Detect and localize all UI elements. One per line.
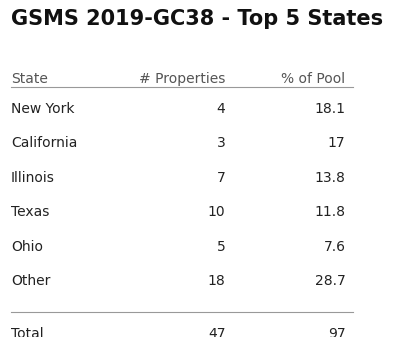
Text: 28.7: 28.7 bbox=[315, 274, 345, 288]
Text: 10: 10 bbox=[208, 205, 226, 219]
Text: 18: 18 bbox=[207, 274, 226, 288]
Text: % of Pool: % of Pool bbox=[281, 72, 345, 86]
Text: 3: 3 bbox=[217, 136, 226, 150]
Text: 18.1: 18.1 bbox=[315, 102, 345, 116]
Text: Other: Other bbox=[11, 274, 50, 288]
Text: Illinois: Illinois bbox=[11, 171, 55, 185]
Text: California: California bbox=[11, 136, 77, 150]
Text: 11.8: 11.8 bbox=[315, 205, 345, 219]
Text: # Properties: # Properties bbox=[139, 72, 226, 86]
Text: Ohio: Ohio bbox=[11, 240, 43, 254]
Text: 97: 97 bbox=[328, 327, 345, 337]
Text: 4: 4 bbox=[217, 102, 226, 116]
Text: Total: Total bbox=[11, 327, 44, 337]
Text: 7: 7 bbox=[217, 171, 226, 185]
Text: 13.8: 13.8 bbox=[315, 171, 345, 185]
Text: State: State bbox=[11, 72, 48, 86]
Text: GSMS 2019-GC38 - Top 5 States: GSMS 2019-GC38 - Top 5 States bbox=[11, 9, 383, 29]
Text: 5: 5 bbox=[217, 240, 226, 254]
Text: 7.6: 7.6 bbox=[323, 240, 345, 254]
Text: Texas: Texas bbox=[11, 205, 49, 219]
Text: 47: 47 bbox=[208, 327, 226, 337]
Text: New York: New York bbox=[11, 102, 74, 116]
Text: 17: 17 bbox=[328, 136, 345, 150]
